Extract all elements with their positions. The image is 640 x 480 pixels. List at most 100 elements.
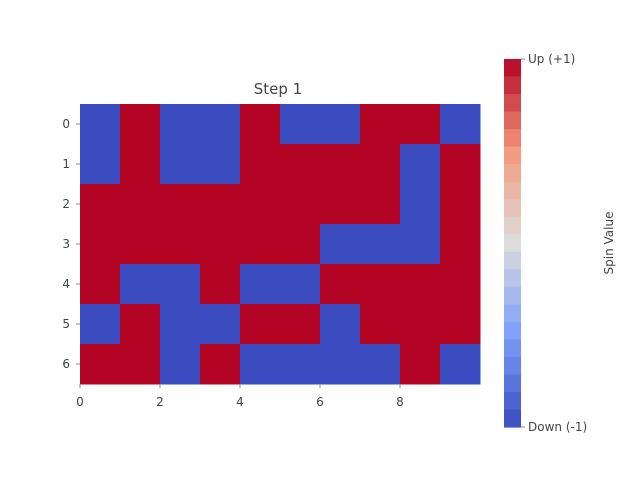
heatmap-cell	[440, 264, 481, 305]
heatmap-cell	[280, 184, 321, 225]
colorbar-segment	[504, 251, 521, 270]
colorbar-segment	[504, 181, 521, 200]
colorbar-segment	[504, 339, 521, 358]
chart-title: Step 1	[254, 80, 302, 98]
x-tick-label: 8	[396, 395, 404, 409]
heatmap-cell	[360, 184, 401, 225]
colorbar-label: Spin Value	[602, 212, 616, 275]
heatmap-cell	[80, 304, 121, 345]
colorbar-segment	[504, 146, 521, 165]
colorbar-segment	[504, 59, 521, 78]
x-tick-label: 2	[156, 395, 164, 409]
heatmap-cell	[200, 224, 241, 265]
heatmap-cell	[160, 344, 201, 385]
heatmap-cell	[120, 104, 161, 145]
x-tick-label: 6	[316, 395, 324, 409]
heatmap-cell	[280, 144, 321, 185]
colorbar-segment	[504, 304, 521, 323]
heatmap-cell	[240, 104, 281, 145]
heatmap-cell	[160, 104, 201, 145]
heatmap-cell	[360, 304, 401, 345]
heatmap-cell	[160, 224, 201, 265]
heatmap-cell	[320, 344, 361, 385]
y-tick-label: 6	[62, 357, 70, 371]
x-axis-ticks: 0 2 4 6 8	[76, 384, 404, 409]
heatmap-cell	[80, 104, 121, 145]
colorbar-segment	[504, 321, 521, 340]
heatmap-cell	[120, 184, 161, 225]
heatmap-cell	[440, 184, 481, 225]
heatmap-cell	[320, 144, 361, 185]
x-tick-label: 4	[236, 395, 244, 409]
colorbar-segment	[504, 374, 521, 393]
y-tick-label: 4	[62, 277, 70, 291]
heatmap-cell	[400, 184, 441, 225]
heatmap-cell	[120, 264, 161, 305]
heatmap-cell	[240, 144, 281, 185]
heatmap-cell	[400, 344, 441, 385]
heatmap-cell	[280, 304, 321, 345]
heatmap-cell	[400, 304, 441, 345]
heatmap-cell	[400, 224, 441, 265]
heatmap-cell	[240, 304, 281, 345]
heatmap-cell	[360, 264, 401, 305]
heatmap-cell	[440, 104, 481, 145]
colorbar-tick-label: Up (+1)	[528, 52, 575, 66]
heatmap-cell	[440, 304, 481, 345]
colorbar-segment	[504, 234, 521, 253]
heatmap-cell	[200, 344, 241, 385]
colorbar-segment	[504, 76, 521, 95]
colorbar-segment	[504, 269, 521, 288]
heatmap-cell	[320, 304, 361, 345]
heatmap-cell	[280, 344, 321, 385]
y-tick-label: 0	[62, 117, 70, 131]
heatmap-cell	[80, 144, 121, 185]
y-tick-label: 2	[62, 197, 70, 211]
heatmap-cell	[440, 344, 481, 385]
heatmap-cell	[200, 104, 241, 145]
heatmap-cell	[360, 104, 401, 145]
colorbar-segment	[504, 356, 521, 376]
heatmap-cell	[320, 264, 361, 305]
heatmap-cell	[120, 144, 161, 185]
heatmap-cell	[80, 264, 121, 305]
heatmap-cell	[200, 184, 241, 225]
heatmap-cell	[120, 224, 161, 265]
heatmap-cells	[80, 104, 481, 385]
heatmap-cell	[160, 304, 201, 345]
heatmap-cell	[240, 224, 281, 265]
heatmap-cell	[160, 184, 201, 225]
heatmap-cell	[240, 264, 281, 305]
colorbar-segment	[504, 129, 521, 148]
y-tick-label: 3	[62, 237, 70, 251]
y-tick-label: 5	[62, 317, 70, 331]
colorbar-segment	[504, 409, 521, 428]
colorbar-segment	[504, 391, 521, 411]
heatmap-cell	[160, 144, 201, 185]
y-tick-label: 1	[62, 157, 70, 171]
heatmap-cell	[160, 264, 201, 305]
colorbar: Up (+1) Down (-1)	[504, 52, 587, 434]
heatmap-cell	[360, 344, 401, 385]
heatmap-cell	[400, 144, 441, 185]
heatmap-cell	[240, 344, 281, 385]
heatmap-cell	[440, 144, 481, 185]
heatmap-cell	[80, 224, 121, 265]
heatmap-cell	[440, 224, 481, 265]
heatmap-cell	[320, 224, 361, 265]
heatmap-cell	[80, 344, 121, 385]
heatmap-cell	[280, 224, 321, 265]
heatmap-cell	[360, 224, 401, 265]
heatmap-cell	[200, 144, 241, 185]
heatmap-cell	[80, 184, 121, 225]
heatmap-cell	[320, 104, 361, 145]
heatmap-cell	[360, 144, 401, 185]
heatmap-cell	[200, 304, 241, 345]
heatmap-cell	[280, 104, 321, 145]
colorbar-segment	[504, 216, 521, 235]
colorbar-tick-label: Down (-1)	[528, 420, 587, 434]
y-axis-ticks: 0 1 2 3 4 5 6	[62, 117, 80, 371]
heatmap-cell	[400, 104, 441, 145]
heatmap-cell	[200, 264, 241, 305]
